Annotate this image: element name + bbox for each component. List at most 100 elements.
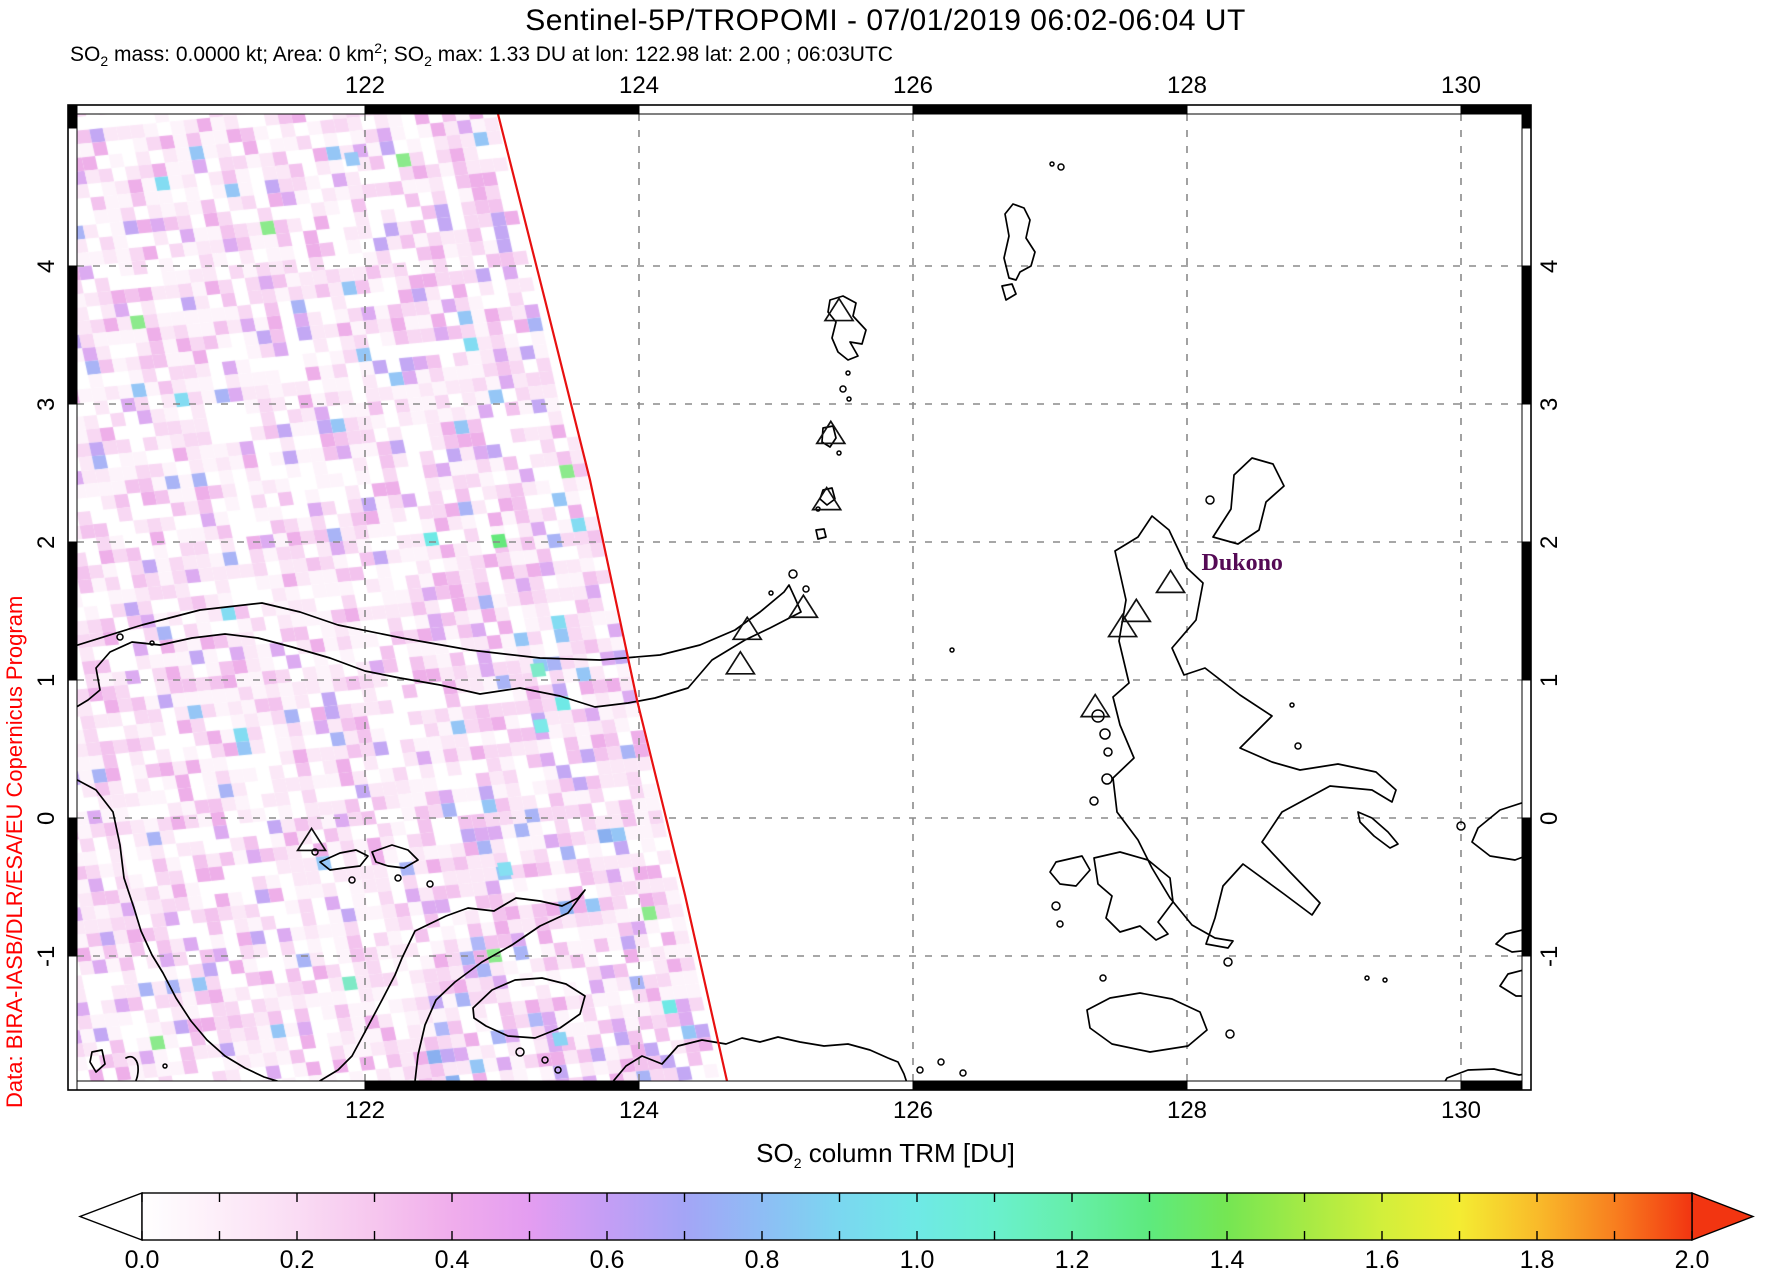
lon-tick-label-bottom-122: 122 xyxy=(344,1097,386,1124)
coastline-15 xyxy=(1093,851,1174,941)
colorbar-tick-label-1.4: 1.4 xyxy=(1209,1246,1245,1274)
islet-10 xyxy=(1205,495,1215,505)
volcano-marker-karangetang xyxy=(815,419,847,445)
lat-tick-label-left-1: 1 xyxy=(33,673,60,687)
islet-14 xyxy=(1101,773,1113,785)
frame-left-seg-6 xyxy=(67,817,78,957)
coastline-3 xyxy=(371,844,419,869)
islet-3 xyxy=(845,370,851,376)
islet-22 xyxy=(959,1069,967,1077)
frame-right-seg-7 xyxy=(1521,955,1532,1091)
colorbar-tick-label-0.4: 0.4 xyxy=(434,1246,470,1274)
lat-tick-label-right--1: -1 xyxy=(1536,945,1563,967)
coastline-18 xyxy=(1471,802,1522,861)
text-part: 2 xyxy=(374,40,383,56)
islet-26 xyxy=(541,1056,549,1064)
lon-tick-label-top-130: 130 xyxy=(1440,72,1482,99)
lat-tick-label-right-4: 4 xyxy=(1536,259,1563,273)
islet-35 xyxy=(348,876,356,884)
map-interior xyxy=(77,114,1522,1081)
frame-left-seg-0 xyxy=(67,104,78,129)
lat-tick-label-left-0: 0 xyxy=(33,811,60,825)
frame-bottom-seg-4 xyxy=(1186,1080,1462,1091)
islet-6 xyxy=(836,450,842,456)
coastline-4 xyxy=(472,977,586,1039)
islet-32 xyxy=(149,640,155,646)
frame-top-seg-0 xyxy=(67,104,366,115)
islet-31 xyxy=(116,633,124,641)
lat-tick-label-right-3: 3 xyxy=(1536,397,1563,411)
colorbar-tick-label-1.2: 1.2 xyxy=(1054,1246,1090,1274)
islet-19 xyxy=(1099,974,1107,982)
colorbar-tick-label-0.0: 0.0 xyxy=(124,1246,160,1274)
coastline-17 xyxy=(1357,811,1399,849)
lat-tick-label-right-2: 2 xyxy=(1536,535,1563,549)
frame-bottom-seg-5 xyxy=(1460,1080,1532,1091)
text-part: 2 xyxy=(793,1155,802,1172)
volcano-marker-lokon xyxy=(731,615,763,641)
islet-17 xyxy=(1056,920,1064,928)
islet-8 xyxy=(1049,161,1055,167)
frame-top-seg-1 xyxy=(364,104,640,115)
colorbar-tick-label-2.0: 2.0 xyxy=(1674,1246,1710,1274)
map-border xyxy=(67,104,1532,1091)
lat-tick-label-left-4: 4 xyxy=(33,259,60,273)
coastline-14 xyxy=(1049,855,1091,887)
lon-tick-label-bottom-124: 124 xyxy=(618,1097,660,1124)
frame-right-seg-4 xyxy=(1521,541,1532,681)
frame-top-seg-4 xyxy=(1186,104,1462,115)
volcano-marker-gamkonora xyxy=(1107,612,1139,638)
frame-right-seg-2 xyxy=(1521,265,1532,405)
lat-tick-label-left-3: 3 xyxy=(33,397,60,411)
frame-right-seg-1 xyxy=(1521,127,1532,267)
frame-right-seg-5 xyxy=(1521,679,1532,819)
islet-34 xyxy=(311,848,319,856)
coastline-20 xyxy=(1499,969,1522,997)
lon-tick-label-bottom-128: 128 xyxy=(1166,1097,1208,1124)
islet-15 xyxy=(1089,796,1099,806)
frame-left-seg-5 xyxy=(67,679,78,819)
islet-16 xyxy=(1051,901,1061,911)
islet-33 xyxy=(162,1063,168,1069)
colorbar-tick-label-1.0: 1.0 xyxy=(899,1246,935,1274)
coastline-11 xyxy=(1001,283,1017,301)
text-part: max: 1.33 DU at lon: 122.98 lat: 2.00 ; … xyxy=(431,43,893,66)
volcano-marker-awu xyxy=(823,296,855,322)
volcano-label-dukono: Dukono xyxy=(1201,550,1283,577)
volcano-marker-ruang xyxy=(811,486,843,511)
islet-37 xyxy=(426,880,434,888)
colorbar-tick-label-1.6: 1.6 xyxy=(1364,1246,1400,1274)
coastline-12 xyxy=(1112,515,1397,949)
islet-24 xyxy=(949,647,955,653)
colorbar-right-arrow xyxy=(1691,1191,1755,1242)
islet-27 xyxy=(554,1066,562,1074)
lat-tick-label-right-1: 1 xyxy=(1536,673,1563,687)
lat-tick-label-left-2: 2 xyxy=(33,535,60,549)
coastline-1 xyxy=(77,778,586,1081)
coastline-23 xyxy=(125,1055,139,1081)
coastline-21 xyxy=(1444,1068,1522,1081)
islet-12 xyxy=(1099,728,1111,740)
frame-right-seg-6 xyxy=(1521,817,1532,957)
lat-tick-label-left--1: -1 xyxy=(33,945,60,967)
text-part: SO xyxy=(70,43,101,66)
colorbar-tick-label-0.6: 0.6 xyxy=(589,1246,625,1274)
frame-left-seg-1 xyxy=(67,127,78,267)
text-part: 2 xyxy=(424,53,432,70)
coastline-10 xyxy=(1003,203,1036,281)
stats-line: SO2 mass: 0.0000 kt; Area: 0 km2; SO2 ma… xyxy=(70,40,893,69)
coastline-13 xyxy=(1212,457,1285,545)
text-part: mass: 0.0000 kt; Area: 0 km xyxy=(108,43,375,66)
islet-13 xyxy=(1103,747,1113,757)
colorbar-tick-label-0.8: 0.8 xyxy=(744,1246,780,1274)
islet-18 xyxy=(1223,957,1233,967)
coastline-9 xyxy=(815,528,827,540)
text-part: 2 xyxy=(100,53,109,70)
frame-bottom-seg-1 xyxy=(364,1080,640,1091)
colorbar-tick-label-1.8: 1.8 xyxy=(1519,1246,1555,1274)
frame-top-seg-2 xyxy=(638,104,914,115)
islet-39 xyxy=(1382,977,1388,983)
coastline-7 xyxy=(821,425,837,448)
coastline-5 xyxy=(612,1036,908,1081)
